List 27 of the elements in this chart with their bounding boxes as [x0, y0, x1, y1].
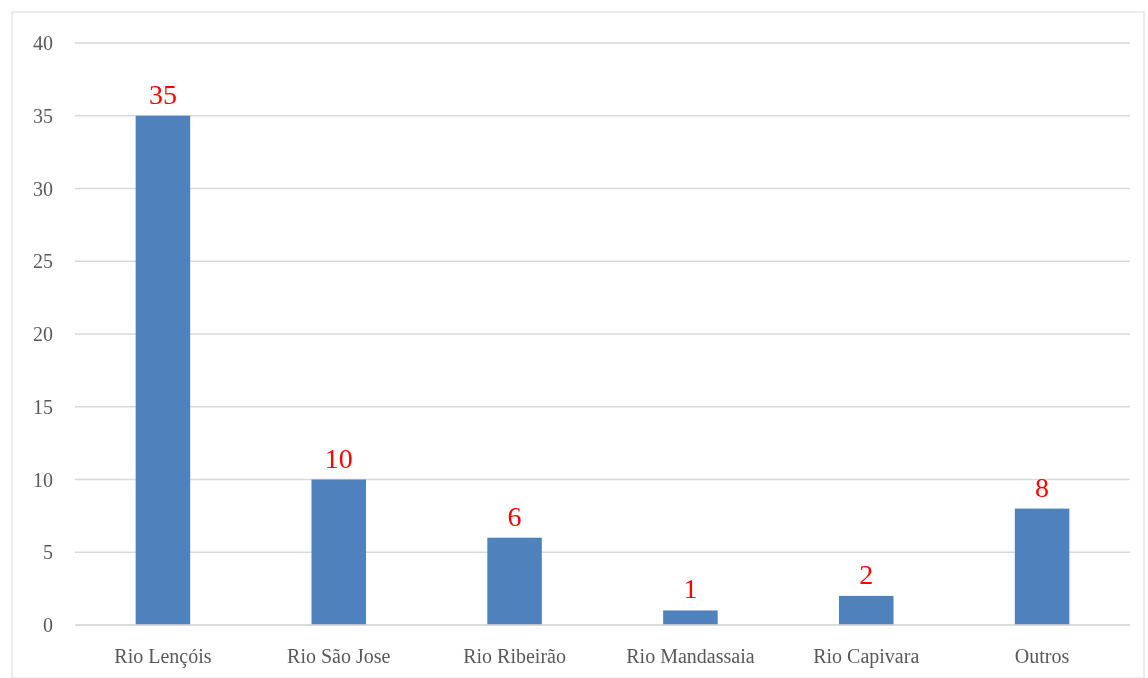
- bar: [135, 115, 191, 625]
- data-label: 1: [683, 573, 698, 605]
- y-tick-label: 35: [33, 104, 53, 127]
- data-label: 35: [148, 78, 177, 110]
- y-tick-label: 30: [33, 177, 53, 200]
- y-tick-label: 20: [33, 323, 53, 345]
- data-label: 6: [507, 500, 522, 532]
- y-tick-label: 15: [33, 395, 53, 418]
- data-label: 8: [1035, 471, 1050, 503]
- y-tick-label: 5: [43, 541, 53, 564]
- data-label: 2: [859, 558, 874, 590]
- data-label: 10: [324, 442, 353, 474]
- y-tick-label: 0: [43, 614, 53, 636]
- x-tick-label: Rio Mandassaia: [626, 645, 755, 667]
- bar: [663, 610, 718, 625]
- bar: [311, 479, 366, 625]
- y-tick-label: 40: [33, 32, 53, 54]
- x-tick-label: Rio São Jose: [287, 645, 391, 667]
- bar: [839, 595, 894, 625]
- y-tick-label: 10: [33, 468, 53, 491]
- y-tick-label: 25: [33, 250, 53, 273]
- bar: [487, 537, 542, 625]
- x-tick-label: Rio Capivara: [813, 645, 920, 668]
- x-tick-label: Outros: [1014, 645, 1070, 667]
- x-tick-label: Rio Lençóis: [114, 645, 212, 668]
- x-tick-label: Rio Ribeirão: [463, 645, 566, 667]
- bar: [1014, 508, 1070, 625]
